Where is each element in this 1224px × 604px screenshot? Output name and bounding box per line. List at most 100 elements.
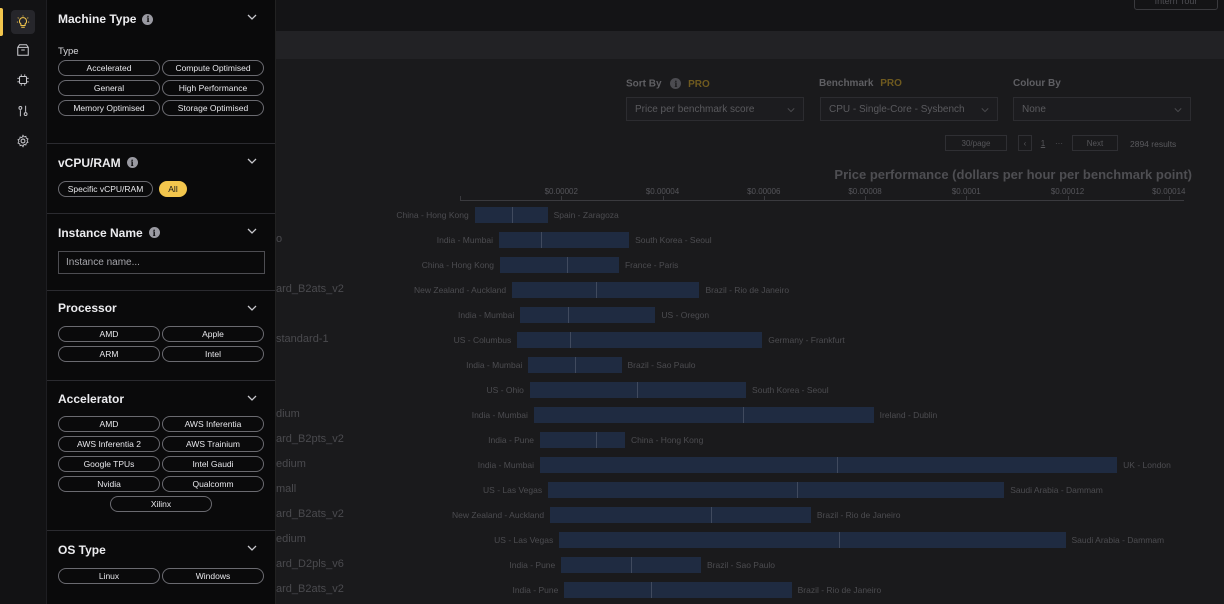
option-xilinx[interactable]: Xilinx bbox=[110, 496, 212, 512]
option-high-performance[interactable]: High Performance bbox=[162, 80, 264, 96]
price-range-bar[interactable] bbox=[539, 432, 626, 448]
price-range-bar[interactable] bbox=[564, 582, 792, 598]
median-marker bbox=[574, 357, 576, 373]
instance-row-label[interactable]: edium bbox=[276, 458, 306, 470]
max-region-label: Brazil - Rio de Janeiro bbox=[705, 285, 790, 295]
option-general[interactable]: General bbox=[58, 80, 160, 96]
colour-by-select[interactable]: None bbox=[1013, 97, 1191, 121]
chart-title: Price performance (dollars per hour per … bbox=[834, 167, 1192, 182]
option-apple[interactable]: Apple bbox=[162, 326, 264, 342]
min-region-label: US - Columbus bbox=[453, 335, 512, 345]
option-aws-inferentia-2[interactable]: AWS Inferentia 2 bbox=[58, 436, 160, 452]
os-type-header[interactable]: OS Type bbox=[58, 531, 264, 568]
bulb-icon[interactable] bbox=[11, 10, 35, 34]
processor-header[interactable]: Processor bbox=[58, 291, 264, 324]
price-range-bar[interactable] bbox=[499, 257, 619, 273]
median-marker bbox=[567, 307, 569, 323]
price-range-bar[interactable] bbox=[533, 407, 874, 423]
instance-name-input[interactable] bbox=[58, 251, 265, 274]
option-arm[interactable]: ARM bbox=[58, 346, 160, 362]
option-linux[interactable]: Linux bbox=[58, 568, 160, 584]
option-nvidia[interactable]: Nvidia bbox=[58, 476, 160, 492]
option-compute-optimised[interactable]: Compute Optimised bbox=[162, 60, 264, 76]
main-content: Intern Tour Sort By i PRO Benchmark PRO … bbox=[276, 0, 1224, 604]
instance-row-label[interactable]: edium bbox=[276, 533, 306, 545]
instance-row-label[interactable]: ard_B2ats_v2 bbox=[276, 583, 344, 595]
info-icon[interactable]: i bbox=[148, 227, 160, 238]
instance-row-label[interactable]: dium bbox=[276, 408, 300, 420]
instance-row-label[interactable]: ard_B2pts_v2 bbox=[276, 433, 344, 445]
per-page-select[interactable]: 30/page bbox=[945, 135, 1007, 151]
chevron-down-icon[interactable] bbox=[247, 226, 257, 236]
option-google-tpus[interactable]: Google TPUs bbox=[58, 456, 160, 472]
max-region-label: US - Oregon bbox=[661, 310, 710, 320]
option-aws-inferentia[interactable]: AWS Inferentia bbox=[162, 416, 264, 432]
price-range-bar[interactable] bbox=[550, 507, 811, 523]
price-range-bar[interactable] bbox=[548, 482, 1005, 498]
colour-by-value: None bbox=[1022, 103, 1046, 115]
pagination-ellipsis: ··· bbox=[1055, 138, 1063, 148]
instance-row-label[interactable]: ard_D2pls_v6 bbox=[276, 558, 344, 570]
option-aws-trainium[interactable]: AWS Trainium bbox=[162, 436, 264, 452]
info-icon[interactable]: i bbox=[126, 157, 138, 168]
vcpu-ram-options: Specific vCPU/RAM All bbox=[58, 181, 264, 197]
benchmark-select[interactable]: CPU - Single-Core - Sysbench bbox=[820, 97, 998, 121]
option-amd[interactable]: AMD bbox=[58, 416, 160, 432]
option-intel[interactable]: Intel bbox=[162, 346, 264, 362]
price-range-bar[interactable] bbox=[517, 332, 763, 348]
chevron-down-icon[interactable] bbox=[247, 156, 257, 166]
max-region-label: Brazil - Sao Paulo bbox=[706, 560, 776, 570]
min-region-label: India - Mumbai bbox=[458, 310, 515, 320]
option-windows[interactable]: Windows bbox=[162, 568, 264, 584]
price-range-bar[interactable] bbox=[498, 232, 630, 248]
specific-vcpu-ram-button[interactable]: Specific vCPU/RAM bbox=[58, 181, 153, 197]
processor-title: Processor bbox=[58, 300, 117, 315]
instance-row-label[interactable]: standard-1 bbox=[276, 333, 329, 345]
option-qualcomm[interactable]: Qualcomm bbox=[162, 476, 264, 492]
option-accelerated[interactable]: Accelerated bbox=[58, 60, 160, 76]
min-region-label: US - Las Vegas bbox=[494, 535, 554, 545]
instance-row-label[interactable]: ard_B2ats_v2 bbox=[276, 508, 344, 520]
instance-row-label[interactable]: ard_B2ats_v2 bbox=[276, 283, 344, 295]
next-page-button[interactable]: Next bbox=[1072, 135, 1118, 151]
price-range-bar[interactable] bbox=[512, 282, 700, 298]
instance-row-label[interactable]: mall bbox=[276, 483, 297, 495]
machine-type-options: Accelerated Compute Optimised General Hi… bbox=[58, 60, 264, 116]
max-region-label: France - Paris bbox=[624, 260, 679, 270]
chevron-down-icon[interactable] bbox=[247, 303, 257, 313]
filter-icon[interactable] bbox=[11, 99, 35, 123]
min-region-label: US - Ohio bbox=[486, 385, 524, 395]
chevron-down-icon[interactable] bbox=[247, 543, 257, 553]
prev-page-button[interactable]: ‹ bbox=[1018, 135, 1032, 151]
chevron-down-icon bbox=[787, 108, 795, 113]
max-region-label: Brazil - Sao Paulo bbox=[627, 360, 696, 370]
price-range-bar[interactable] bbox=[559, 532, 1066, 548]
median-marker bbox=[836, 457, 838, 473]
price-range-bar[interactable] bbox=[561, 557, 701, 573]
option-amd[interactable]: AMD bbox=[58, 326, 160, 342]
option-memory-optimised[interactable]: Memory Optimised bbox=[58, 100, 160, 116]
min-region-label: India - Pune bbox=[509, 560, 556, 570]
page-number[interactable]: 1 bbox=[1040, 138, 1046, 148]
chip-icon[interactable] bbox=[11, 68, 35, 92]
accelerator-header[interactable]: Accelerator bbox=[58, 381, 264, 416]
price-range-bar[interactable] bbox=[520, 307, 656, 323]
instance-name-header[interactable]: Instance Name i bbox=[58, 214, 264, 251]
benchmark-text: Benchmark bbox=[819, 78, 874, 89]
all-button[interactable]: All bbox=[159, 181, 187, 197]
chevron-down-icon[interactable] bbox=[247, 393, 257, 403]
chevron-down-icon[interactable] bbox=[247, 12, 257, 22]
option-storage-optimised[interactable]: Storage Optimised bbox=[162, 100, 264, 116]
cube-icon[interactable] bbox=[11, 38, 35, 62]
option-intel-gaudi[interactable]: Intel Gaudi bbox=[162, 456, 264, 472]
info-icon[interactable]: i bbox=[670, 78, 682, 89]
gear-icon[interactable] bbox=[11, 129, 35, 153]
machine-type-header[interactable]: Machine Type i bbox=[58, 0, 264, 38]
instance-row-label[interactable]: o bbox=[276, 233, 283, 245]
sort-by-select[interactable]: Price per benchmark score bbox=[626, 97, 804, 121]
tour-button[interactable]: Intern Tour bbox=[1134, 0, 1218, 10]
price-range-bar[interactable] bbox=[474, 207, 548, 223]
vcpu-ram-header[interactable]: vCPU/RAM i bbox=[58, 144, 264, 181]
price-range-bar[interactable] bbox=[539, 457, 1118, 473]
info-icon[interactable]: i bbox=[142, 13, 154, 25]
